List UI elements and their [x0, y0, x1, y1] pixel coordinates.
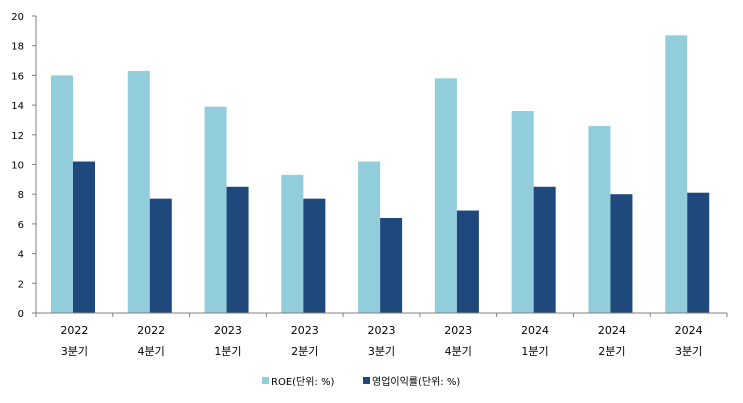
x-tick-year-4: 2023 [368, 324, 396, 337]
x-tick-quarter-2: 1분기 [214, 345, 241, 358]
y-tick-label-6: 12 [11, 131, 24, 142]
x-tick-year-6: 2024 [521, 324, 549, 337]
operating-margin-bar-2 [226, 186, 249, 313]
operating-margin-bar-7 [610, 194, 633, 313]
y-tick-label-3: 6 [18, 220, 24, 231]
x-tick-year-3: 2023 [291, 324, 319, 337]
roe-bar-6 [511, 111, 534, 313]
y-tick-label-10: 20 [11, 12, 24, 23]
operating-margin-bar-0 [73, 161, 95, 313]
roe-bar-7 [588, 125, 611, 313]
legend-label-1: 영업이익률(단위: %) [372, 375, 460, 388]
y-tick-label-0: 0 [18, 309, 24, 320]
y-tick-label-8: 16 [11, 71, 24, 82]
roe-bar-8 [665, 35, 688, 314]
x-tick-quarter-4: 3분기 [368, 345, 395, 358]
x-tick-year-1: 2022 [137, 324, 165, 337]
x-tick-quarter-5: 4분기 [445, 345, 472, 358]
y-tick-label-7: 14 [11, 101, 24, 112]
x-tick-quarter-1: 4분기 [138, 345, 165, 358]
x-tick-quarter-0: 3분기 [61, 345, 88, 358]
y-tick-label-4: 8 [18, 190, 24, 201]
legend-swatch-1 [363, 377, 370, 384]
x-tick-year-7: 2024 [598, 324, 626, 337]
operating-margin-bar-3 [303, 198, 326, 313]
x-tick-labels: 2022 3분기 2022 4분기 2023 1분기 2023 2분기 2023 3분기 2023 4… [60, 324, 702, 358]
roe-bar-0 [51, 75, 73, 314]
y-tick-label-2: 4 [18, 250, 24, 261]
legend: ROE(단위: %) 영업이익률(단위: %) [262, 375, 460, 388]
y-tick-label-5: 10 [11, 161, 24, 172]
operating-margin-bar-6 [533, 186, 556, 313]
x-tick-quarter-3: 2분기 [291, 345, 318, 358]
x-tick-year-2: 2023 [214, 324, 242, 337]
x-tick-quarter-6: 1분기 [521, 345, 548, 358]
x-tick-quarter-8: 3분기 [675, 345, 702, 358]
roe-bar-5 [434, 78, 457, 314]
legend-label-0: ROE(단위: %) [271, 375, 334, 388]
roe-bar-4 [358, 161, 381, 313]
roe-bar-3 [281, 174, 304, 313]
x-tick-year-8: 2024 [675, 324, 703, 337]
roe-bar-2 [204, 106, 227, 314]
roe-bar-1 [127, 70, 150, 313]
x-tick-year-5: 2023 [444, 324, 472, 337]
y-tick-label-1: 2 [18, 279, 24, 290]
axes-layer [32, 15, 728, 317]
legend-swatch-0 [262, 377, 269, 384]
x-tick-quarter-7: 2분기 [598, 345, 625, 358]
y-tick-labels: 0 2 4 6 8 10 12 14 16 18 20 [11, 12, 24, 320]
operating-margin-bar-5 [456, 210, 479, 313]
y-tick-label-9: 18 [11, 42, 24, 53]
x-tick-year-0: 2022 [60, 324, 88, 337]
bars-layer [51, 35, 710, 314]
operating-margin-bar-8 [687, 192, 710, 313]
operating-margin-bar-1 [149, 198, 172, 313]
operating-margin-bar-4 [380, 217, 403, 313]
